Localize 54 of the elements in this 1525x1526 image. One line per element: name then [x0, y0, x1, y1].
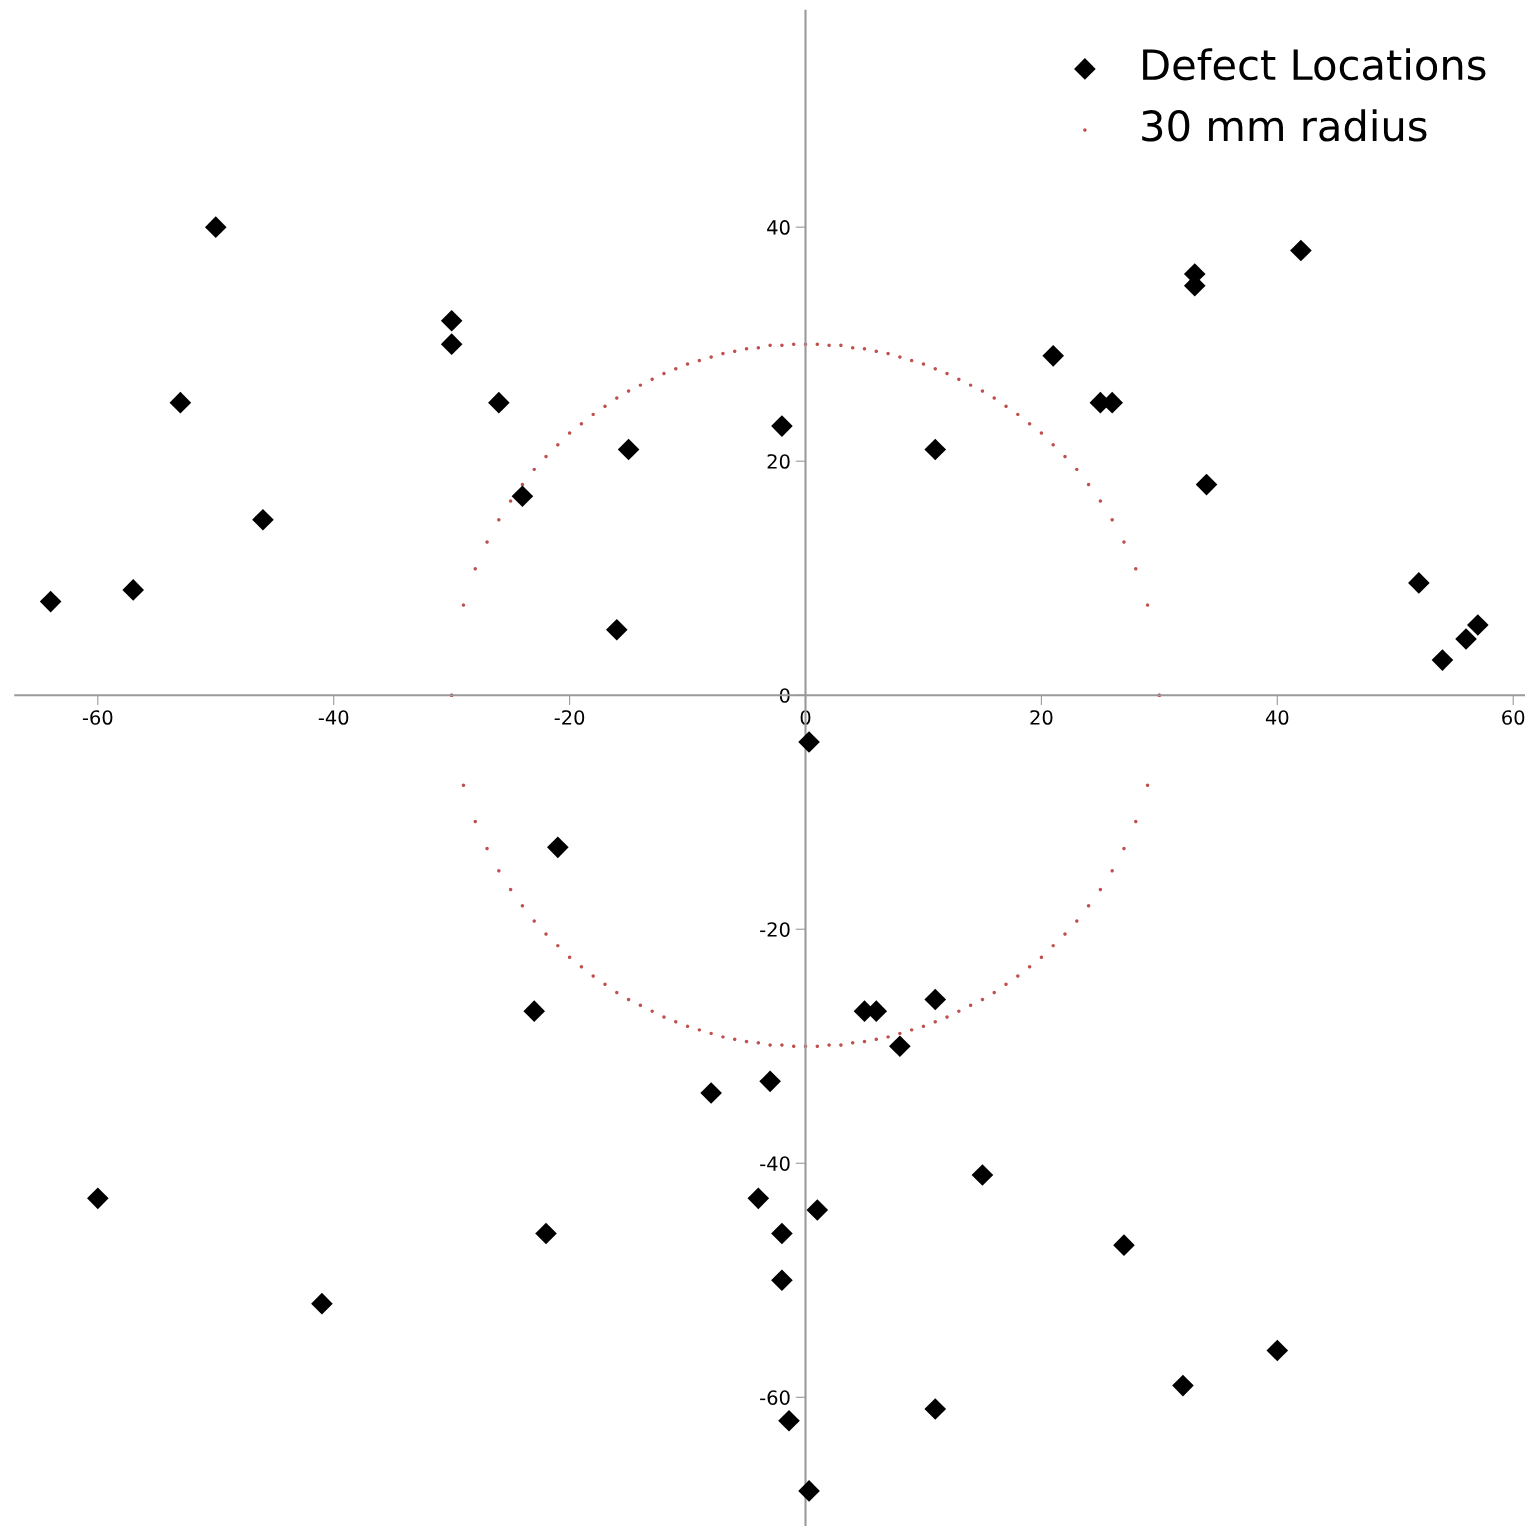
point — [971, 1164, 994, 1186]
point — [798, 731, 820, 753]
point — [747, 1187, 770, 1210]
point — [778, 1409, 800, 1432]
point — [440, 333, 463, 355]
point — [1195, 473, 1218, 496]
point — [700, 1082, 722, 1104]
y-tick-label: 20 — [767, 454, 790, 469]
point — [759, 1070, 781, 1093]
x-tick-label: 60 — [1502, 710, 1525, 725]
point — [440, 309, 463, 332]
point — [87, 1187, 109, 1210]
x-tick-label: -40 — [318, 710, 349, 725]
point — [1266, 1339, 1289, 1362]
point — [204, 216, 227, 238]
point — [311, 1292, 333, 1315]
point — [1455, 628, 1477, 650]
y-tick-label: -40 — [760, 1156, 790, 1171]
y-tick-label: -20 — [760, 922, 790, 937]
point — [488, 391, 510, 414]
point — [122, 579, 144, 601]
point — [1042, 345, 1065, 367]
point — [1408, 572, 1430, 594]
y-tick-label: -60 — [760, 1390, 790, 1405]
point — [39, 590, 62, 613]
point — [924, 1398, 947, 1420]
x-tick-label: -20 — [554, 710, 585, 725]
point — [924, 438, 947, 461]
legend-label: Defect Locations — [1143, 48, 1486, 81]
point — [169, 391, 192, 414]
x-tick-label: -60 — [82, 710, 113, 725]
point — [535, 1222, 557, 1245]
point — [889, 1035, 911, 1058]
point — [547, 836, 569, 859]
point — [798, 1480, 820, 1502]
point — [771, 1269, 793, 1292]
point — [1113, 1234, 1135, 1256]
point — [771, 1222, 793, 1245]
x-tick-label: 20 — [1030, 710, 1053, 725]
x-tick-label: 40 — [1265, 710, 1289, 725]
point — [511, 485, 534, 508]
point — [1431, 649, 1454, 671]
point — [523, 1000, 546, 1022]
point — [252, 508, 274, 531]
legend-label: 30 mm radius — [1142, 109, 1427, 142]
point — [617, 438, 640, 461]
point — [924, 988, 947, 1011]
y-tick-label: 40 — [767, 220, 790, 235]
point — [1290, 239, 1312, 262]
point — [1172, 1374, 1194, 1397]
point — [771, 415, 793, 437]
point — [605, 618, 628, 641]
point — [1467, 614, 1489, 636]
point — [806, 1199, 829, 1221]
